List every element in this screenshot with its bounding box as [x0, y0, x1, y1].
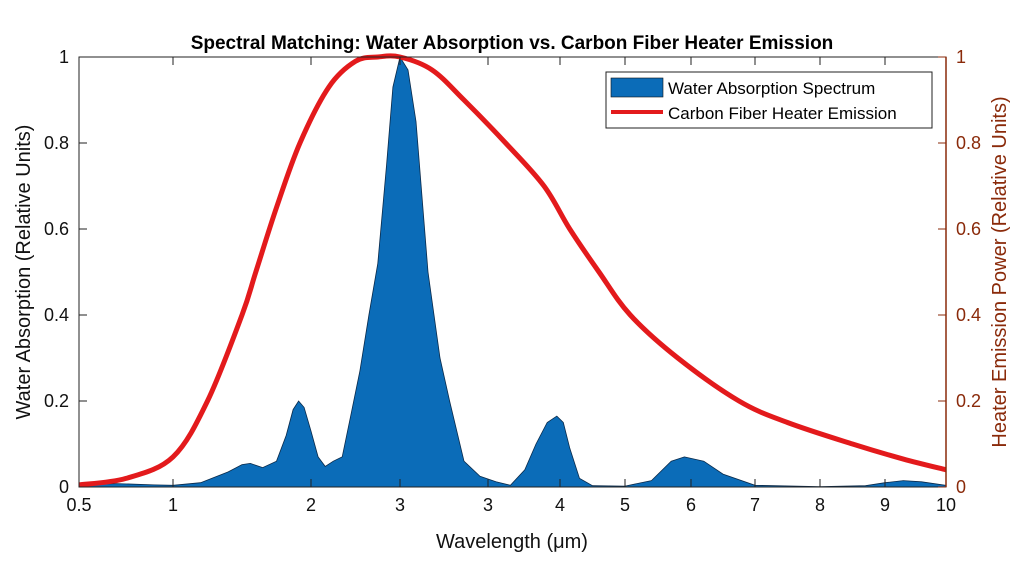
- chart-title: Spectral Matching: Water Absorption vs. …: [191, 33, 834, 54]
- y-left-tick-label: 0.8: [44, 133, 69, 153]
- x-tick-label: 6: [686, 495, 696, 515]
- x-tick-label: 4: [555, 495, 565, 515]
- y-right-tick-label: 0: [956, 477, 966, 497]
- x-tick-label: 0.5: [66, 495, 91, 515]
- x-tick-label: 7: [750, 495, 760, 515]
- x-tick-label: 1: [168, 495, 178, 515]
- y-right-tick-label: 0.2: [956, 391, 981, 411]
- x-tick-label: 8: [815, 495, 825, 515]
- y-right-tick-label: 1: [956, 47, 966, 67]
- legend-swatch-water: [610, 77, 664, 98]
- legend-label-heater: Carbon Fiber Heater Emission: [668, 104, 897, 123]
- y-right-tick-label: 0.6: [956, 219, 981, 239]
- y-left-tick-label: 0: [59, 477, 69, 497]
- y-left-tick-label: 0.2: [44, 391, 69, 411]
- y-left-tick-label: 1: [59, 47, 69, 67]
- y-right-tick-label: 0.8: [956, 133, 981, 153]
- y-axis-right-label: Heater Emission Power (Relative Units): [989, 96, 1011, 447]
- x-axis-label: Wavelength (μm): [436, 531, 588, 553]
- y-left-tick-label: 0.6: [44, 219, 69, 239]
- y-right-tick-label: 0.4: [956, 305, 981, 325]
- water-absorption-area: [78, 55, 947, 488]
- plot-area: [78, 53, 947, 488]
- x-tick-label: 2: [306, 495, 316, 515]
- y-axis-left: 0 0.2 0.4 0.6 0.8 1: [44, 47, 87, 497]
- legend: Water Absorption Spectrum Carbon Fiber H…: [605, 71, 933, 129]
- y-left-tick-label: 0.4: [44, 305, 69, 325]
- x-axis: 0.5 1 2 3 3 4 5 6 7 8 9 10: [66, 57, 956, 515]
- heater-emission-line: [78, 53, 947, 488]
- x-tick-label: 3: [483, 495, 493, 515]
- legend-label-water: Water Absorption Spectrum: [668, 79, 875, 98]
- x-tick-label: 10: [936, 495, 956, 515]
- x-tick-label: 5: [620, 495, 630, 515]
- y-axis-left-label: Water Absorption (Relative Units): [13, 125, 35, 420]
- x-tick-label: 9: [880, 495, 890, 515]
- y-axis-right: 0 0.2 0.4 0.6 0.8 1: [938, 47, 981, 497]
- x-tick-label: 3: [395, 495, 405, 515]
